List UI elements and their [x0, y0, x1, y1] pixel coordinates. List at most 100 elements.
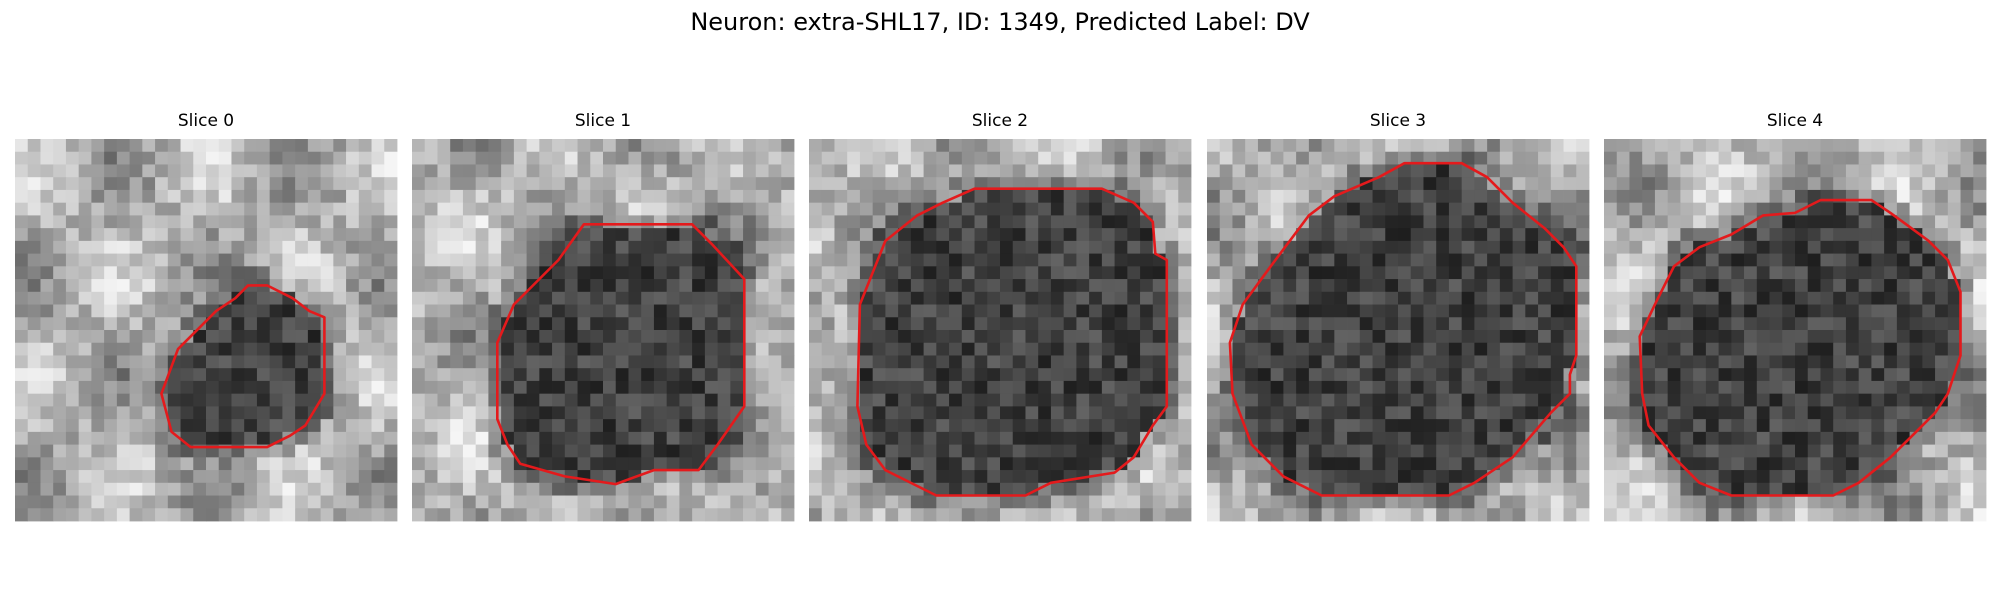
image-pixel	[974, 228, 988, 242]
image-pixel	[1334, 291, 1348, 305]
image-pixel	[1935, 470, 1949, 484]
image-pixel	[1654, 355, 1669, 369]
image-pixel	[987, 431, 1001, 445]
image-pixel	[1038, 253, 1052, 267]
image-pixel	[371, 419, 385, 433]
image-pixel	[282, 457, 296, 471]
image-pixel	[129, 444, 143, 458]
image-pixel	[781, 330, 795, 344]
image-pixel	[1308, 291, 1322, 305]
image-pixel	[1499, 240, 1513, 254]
image-pixel	[424, 342, 438, 356]
image-pixel	[666, 240, 680, 254]
image-pixel	[898, 482, 912, 496]
image-pixel	[692, 291, 706, 305]
image-pixel	[231, 279, 245, 293]
image-pixel	[282, 470, 296, 484]
image-pixel	[1025, 355, 1039, 369]
image-pixel	[1025, 406, 1039, 420]
image-pixel	[1076, 164, 1090, 178]
image-pixel	[1499, 291, 1513, 305]
image-pixel	[1089, 228, 1103, 242]
image-pixel	[936, 164, 950, 178]
image-pixel	[821, 393, 835, 407]
image-pixel	[1654, 380, 1669, 395]
image-pixel	[730, 317, 744, 331]
image-pixel	[1219, 368, 1233, 382]
image-pixel	[1833, 444, 1847, 458]
image-pixel	[40, 342, 54, 356]
image-pixel	[488, 406, 502, 420]
image-pixel	[1947, 419, 1961, 433]
image-pixel	[1423, 393, 1437, 407]
image-pixel	[218, 406, 232, 420]
image-pixel	[653, 164, 668, 178]
image-pixel	[462, 253, 477, 267]
image-pixel	[1629, 393, 1643, 407]
image-pixel	[91, 151, 105, 165]
image-pixel	[1782, 380, 1796, 395]
image-pixel	[692, 470, 706, 484]
image-pixel	[1705, 495, 1719, 509]
image-pixel	[1232, 368, 1246, 382]
image-pixel	[424, 482, 438, 496]
image-pixel	[898, 317, 912, 331]
image-pixel	[1140, 457, 1154, 471]
image-pixel	[1334, 279, 1348, 293]
image-pixel	[1693, 342, 1707, 356]
image-pixel	[167, 215, 181, 229]
image-pixel	[384, 139, 398, 153]
image-pixel	[781, 431, 795, 445]
image-pixel	[717, 393, 731, 407]
image-pixel	[65, 253, 80, 267]
image-pixel	[1487, 342, 1501, 356]
image-pixel	[539, 393, 553, 407]
image-pixel	[1270, 495, 1284, 509]
image-pixel	[218, 189, 232, 204]
image-pixel	[628, 355, 642, 369]
image-pixel	[628, 189, 642, 204]
image-pixel	[1896, 253, 1910, 267]
image-pixel	[1436, 177, 1450, 191]
image-pixel	[847, 240, 861, 254]
image-pixel	[1257, 342, 1272, 356]
image-pixel	[974, 355, 988, 369]
image-pixel	[1321, 355, 1335, 369]
image-pixel	[15, 508, 29, 522]
image-pixel	[15, 202, 29, 216]
image-pixel	[1973, 406, 1987, 420]
image-pixel	[923, 279, 937, 293]
image-pixel	[320, 508, 334, 522]
image-pixel	[1756, 317, 1770, 331]
image-pixel	[679, 202, 693, 216]
image-pixel	[768, 342, 782, 356]
image-pixel	[872, 470, 886, 484]
image-pixel	[1922, 139, 1936, 153]
image-pixel	[577, 151, 591, 165]
image-pixel	[231, 457, 245, 471]
image-pixel	[1947, 164, 1961, 178]
image-pixel	[1512, 215, 1526, 229]
image-pixel	[1896, 291, 1910, 305]
image-pixel	[1165, 291, 1179, 305]
image-pixel	[218, 355, 232, 369]
image-pixel	[167, 304, 181, 318]
image-pixel	[15, 342, 29, 356]
image-pixel	[1410, 291, 1424, 305]
image-pixel	[1140, 380, 1154, 395]
image-pixel	[1795, 419, 1809, 433]
image-pixel	[1616, 240, 1630, 254]
image-pixel	[730, 202, 744, 216]
image-pixel	[269, 495, 283, 509]
image-pixel	[949, 393, 963, 407]
image-pixel	[91, 482, 105, 496]
image-pixel	[1973, 279, 1987, 293]
image-pixel	[142, 240, 156, 254]
image-pixel	[730, 342, 744, 356]
image-pixel	[1398, 457, 1412, 471]
image-pixel	[961, 393, 975, 407]
image-pixel	[104, 380, 118, 395]
image-pixel	[666, 266, 680, 280]
image-pixel	[78, 164, 92, 178]
image-pixel	[1000, 368, 1014, 382]
